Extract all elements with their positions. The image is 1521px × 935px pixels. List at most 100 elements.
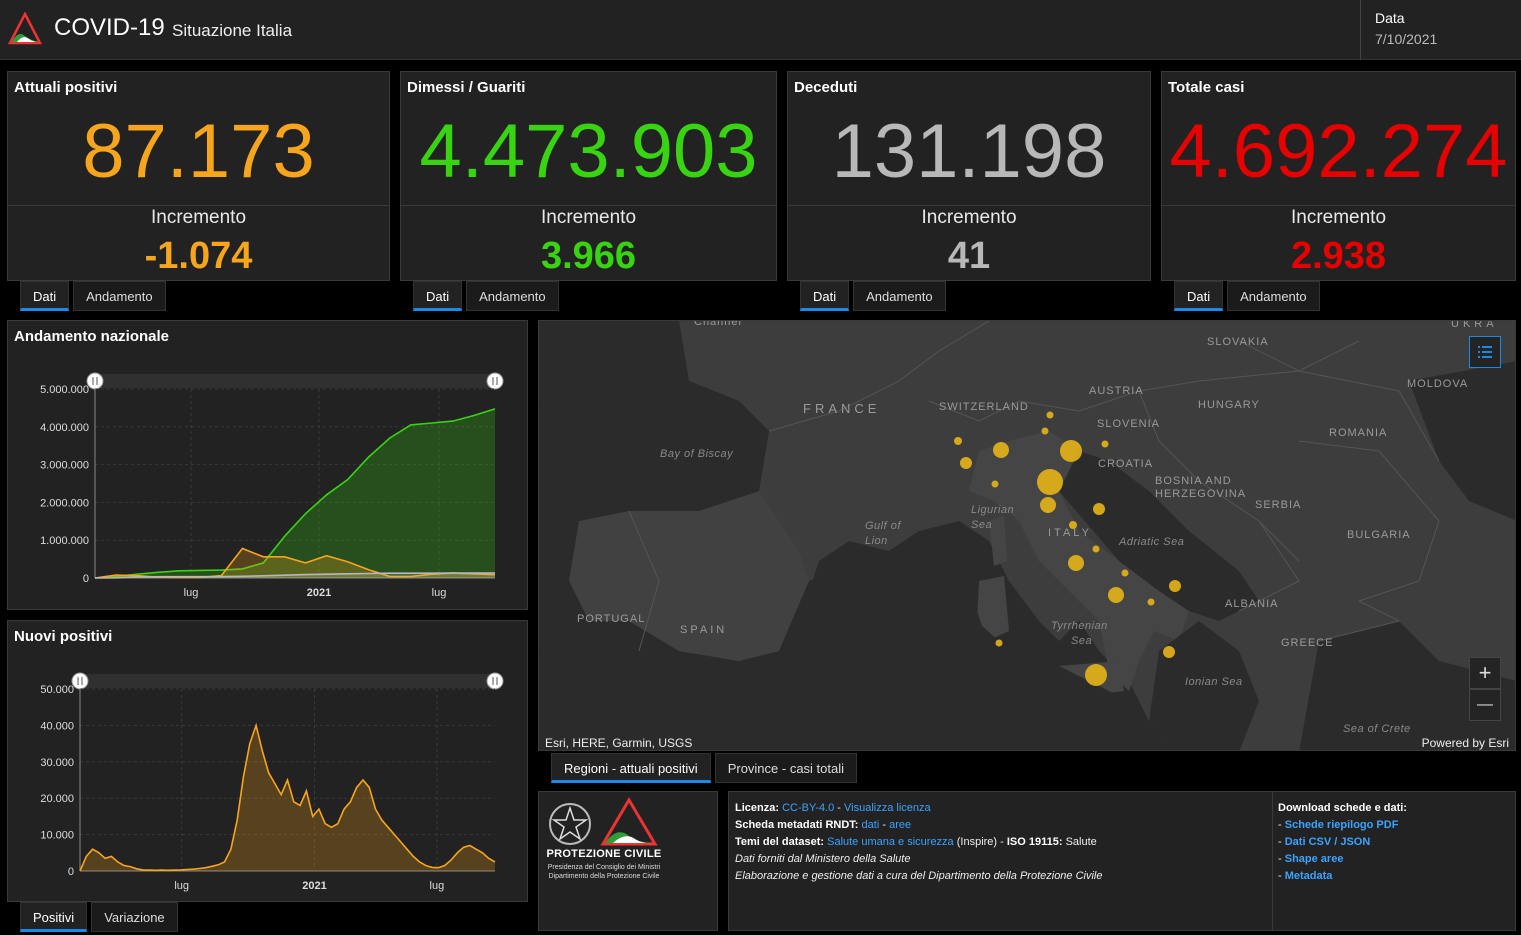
tab-andamento[interactable]: Andamento (466, 281, 559, 311)
y-tick-label: 30.000 (40, 757, 74, 769)
list-icon (1478, 346, 1492, 358)
download-link-pdf[interactable]: Schede riepilogo PDF (1284, 819, 1399, 831)
temi-label: Temi del dataset: (735, 836, 825, 848)
tab-dati[interactable]: Dati (1174, 281, 1224, 311)
card-divider (8, 205, 389, 206)
card-divider (788, 205, 1150, 206)
card-increment-label: Incremento (540, 207, 637, 228)
region-bubble[interactable] (1068, 555, 1084, 571)
metadati-dati-link[interactable]: dati (861, 819, 880, 831)
region-bubble[interactable] (993, 442, 1009, 458)
card-increment-label: Incremento (1290, 207, 1387, 228)
y-tick-label: 5.000.000 (40, 384, 89, 396)
y-tick-label: 0 (68, 866, 74, 878)
card-title: Deceduti (794, 79, 858, 96)
tab-andamento[interactable]: Andamento (73, 281, 166, 311)
info-downloads: Download schede e dati: - Schede riepilo… (1278, 800, 1407, 885)
card-value: 131.198 (831, 109, 1107, 194)
download-link-shape[interactable]: Shape aree (1284, 853, 1344, 865)
date-label: Data (1375, 10, 1405, 26)
region-bubble[interactable] (1046, 411, 1054, 419)
region-bubble[interactable] (1041, 427, 1049, 435)
tab-regioni[interactable]: Regioni - attuali positivi (551, 753, 711, 783)
region-bubble[interactable] (1040, 497, 1056, 513)
map-view[interactable]: Channel SLOVAKIA UKRA MOLDOVA AUSTRIA HU… (538, 320, 1516, 751)
licenza-link[interactable]: CC-BY-4.0 (782, 802, 835, 814)
zoom-in-button[interactable]: + (1469, 657, 1501, 689)
card-increment-label: Incremento (150, 207, 247, 228)
y-tick-label: 40.000 (40, 720, 74, 732)
map-bubbles-layer (954, 411, 1181, 686)
info-divider (1272, 792, 1273, 930)
map-label: Lion (865, 535, 888, 547)
card-increment-value: 3.966 (540, 235, 637, 277)
metadati-sep: - (879, 819, 890, 831)
card-increment-label: Incremento (921, 207, 1017, 228)
x-tick-label: 2021 (302, 880, 326, 892)
chart-tabs: Positivi Variazione (20, 902, 182, 932)
region-bubble[interactable] (960, 457, 972, 469)
region-bubble[interactable] (995, 639, 1003, 647)
download-link-csv[interactable]: Dati CSV / JSON (1284, 836, 1371, 848)
tab-dati[interactable]: Dati (800, 281, 850, 311)
map-label: Channel (694, 320, 742, 328)
download-title: Download schede e dati: (1278, 802, 1407, 814)
tab-dati[interactable]: Dati (413, 281, 463, 311)
region-bubble[interactable] (1147, 598, 1155, 606)
region-bubble[interactable] (1101, 440, 1109, 448)
card-dimessi-guariti: Dimessi / Guariti 4.473.903 Incremento 3… (400, 71, 777, 281)
region-bubble[interactable] (1169, 580, 1181, 592)
region-bubble[interactable] (1108, 587, 1124, 603)
card-title: Dimessi / Guariti (407, 79, 526, 96)
download-link-metadata[interactable]: Metadata (1284, 870, 1333, 882)
zoom-out-button[interactable]: — (1469, 689, 1501, 721)
tab-province[interactable]: Province - casi totali (714, 753, 858, 783)
date-box: Data 7/10/2021 (1360, 0, 1521, 60)
card-divider (401, 205, 776, 206)
map-label: SLOVENIA (1097, 418, 1161, 430)
region-bubble[interactable] (1060, 440, 1082, 462)
region-bubble[interactable] (1121, 569, 1129, 577)
download-item: - Schede riepilogo PDF (1278, 819, 1399, 831)
protezione-civile-sub1: Presidenza del Consiglio dei Ministri (547, 864, 661, 871)
metadati-aree-link[interactable]: aree (889, 819, 912, 831)
series-area-attuali (80, 725, 495, 871)
range-slider-handle[interactable] (86, 372, 104, 390)
tab-positivi[interactable]: Positivi (20, 902, 88, 932)
download-item: - Dati CSV / JSON (1278, 836, 1371, 848)
card-title: Attuali positivi (14, 79, 118, 96)
map-label: PORTUGAL (577, 613, 646, 625)
map-label: ALBANIA (1225, 598, 1279, 610)
region-bubble[interactable] (1069, 521, 1077, 529)
card-title: Totale casi (1168, 79, 1245, 96)
range-slider-handle[interactable] (486, 672, 504, 690)
region-bubble[interactable] (1085, 664, 1107, 686)
map-attribution: Esri, HERE, Garmin, USGS (545, 736, 693, 750)
tab-variazione[interactable]: Variazione (91, 902, 178, 932)
powered-by-esri[interactable]: Powered by Esri (1421, 736, 1509, 750)
tab-andamento[interactable]: Andamento (853, 281, 946, 311)
region-bubble[interactable] (991, 480, 999, 488)
range-slider-track (80, 674, 495, 688)
legend-list-button[interactable] (1469, 336, 1501, 368)
chart-andamento-nazionale: Andamento nazionale 5.000.000 4.000.000 3.… (7, 320, 528, 610)
range-slider-handle[interactable] (71, 672, 89, 690)
range-slider-handle[interactable] (486, 372, 504, 390)
tab-dati[interactable]: Dati (20, 281, 70, 311)
map-tabs: Regioni - attuali positivi Province - ca… (551, 753, 861, 783)
card-increment-value: 2.938 (1290, 235, 1387, 277)
range-slider-track (95, 374, 495, 388)
region-bubble[interactable] (1093, 503, 1105, 515)
region-bubble[interactable] (1037, 469, 1063, 495)
region-bubble[interactable] (954, 437, 962, 445)
map-label: Tyrrhenian (1051, 620, 1108, 632)
visualizza-licenza-link[interactable]: Visualizza licenza (844, 802, 931, 814)
y-tick-label: 2.000.000 (40, 497, 89, 509)
protezione-civile-name: PROTEZIONE CIVILE (546, 848, 662, 860)
temi-link[interactable]: Salute umana e sicurezza (827, 836, 954, 848)
map-label: FRANCE (803, 401, 881, 416)
region-bubble[interactable] (1092, 545, 1100, 553)
tab-andamento[interactable]: Andamento (1227, 281, 1320, 311)
y-tick-label: 50.000 (40, 684, 74, 696)
region-bubble[interactable] (1163, 646, 1175, 658)
